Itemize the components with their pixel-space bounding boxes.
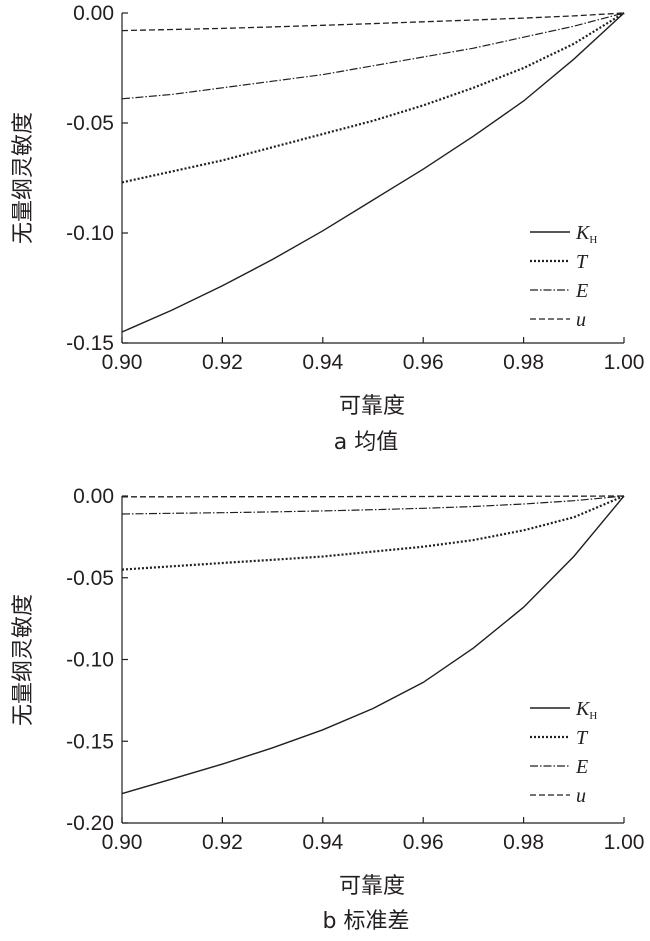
x-tick-label: 1.00 (604, 351, 645, 374)
y-tick-label: -0.20 (66, 812, 114, 835)
legend-label: E (575, 756, 588, 778)
y-tick-label: -0.10 (66, 222, 114, 245)
legend-label-subscript: H (589, 234, 597, 246)
x-tick-label: 0.98 (503, 831, 544, 854)
x-tick-label: 0.90 (102, 831, 143, 854)
y-tick-label: 0.00 (73, 485, 114, 508)
series-line-u (121, 12, 625, 32)
legend-label: KH (575, 222, 597, 246)
x-tick-label: 0.94 (302, 351, 343, 374)
x-tick-label: 0.92 (202, 831, 243, 854)
legend-label: E (575, 280, 588, 302)
x-tick-label: 0.98 (503, 351, 544, 374)
series-line-k-h (121, 12, 625, 333)
x-tick-label: 0.90 (102, 351, 143, 374)
y-axis-label: 无量纲灵敏度 (11, 112, 36, 244)
legend-label: u (576, 785, 586, 807)
legend-label: u (576, 309, 586, 331)
series-line-t (121, 12, 625, 184)
series-line-e (121, 12, 625, 100)
y-tick-label: -0.10 (66, 649, 114, 672)
x-tick-label: 0.96 (403, 351, 444, 374)
series-line-u (122, 495, 625, 498)
y-tick-label: -0.05 (66, 112, 114, 135)
x-axis-label: 可靠度 (339, 874, 405, 899)
y-tick-label: -0.15 (66, 730, 114, 753)
y-tick-label: -0.15 (66, 332, 114, 355)
x-tick-label: 0.94 (302, 831, 343, 854)
legend-label: KH (575, 698, 597, 722)
x-tick-label: 1.00 (604, 831, 645, 854)
x-tick-label: 0.96 (403, 831, 444, 854)
y-tick-label: 0.00 (73, 2, 114, 25)
series-line-t (121, 494, 625, 571)
series-line-k-h (121, 495, 625, 795)
panel-a: 无量纲灵敏度 可靠度 a 均值 0.90 0.92 0.94 0.96 0.98 1.00… (11, 2, 644, 455)
y-axis-label: 无量纲灵敏度 (11, 594, 36, 726)
legend-label-subscript: H (589, 710, 597, 722)
legend-label: T (576, 251, 589, 273)
legend-label: T (576, 727, 589, 749)
x-tick-label: 0.92 (202, 351, 243, 374)
x-axis-label: 可靠度 (339, 394, 405, 419)
panel-caption: b 标准差 (323, 909, 410, 934)
y-tick-label: -0.05 (66, 567, 114, 590)
panel-b: 无量纲灵敏度 可靠度 b 标准差 0.90 0.92 0.94 0.96 0.98 1.0… (11, 485, 644, 934)
series-line-e (121, 495, 625, 515)
panel-caption: a 均值 (334, 430, 398, 455)
